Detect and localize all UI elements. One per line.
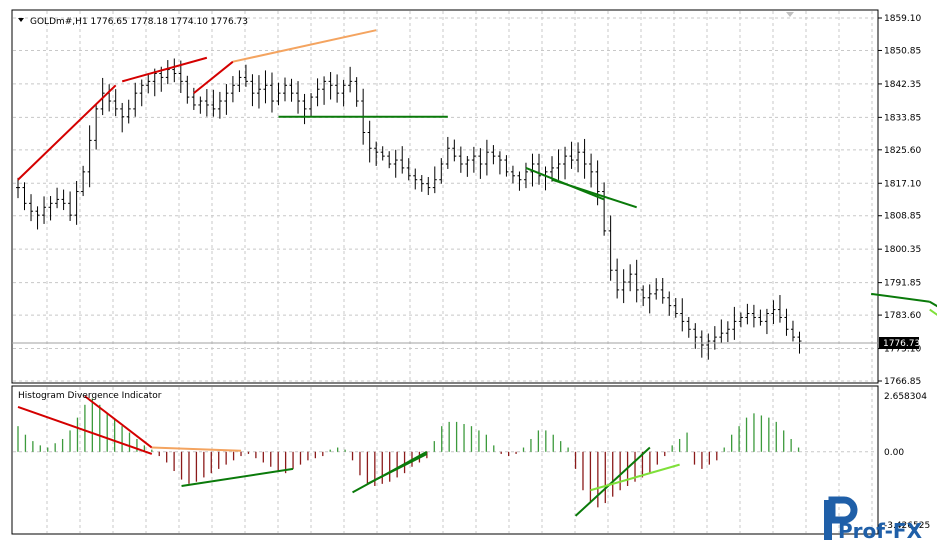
price-bars — [16, 58, 802, 360]
divergence-line — [151, 446, 242, 452]
price-tick-label: 1808.85 — [884, 212, 921, 222]
price-axis: 1859.10 1850.85 1842.35 1833.85 1825.60 1817.… — [878, 14, 921, 387]
divergence-lines — [17, 29, 937, 517]
divergence-line — [121, 56, 208, 83]
dropdown-triangle-icon[interactable] — [18, 18, 24, 22]
indicator-axis: 2.658304 0.00 -3.426525 — [884, 392, 930, 531]
divergence-line — [193, 60, 234, 94]
indicator-frame — [11, 385, 879, 535]
divergence-line — [181, 467, 294, 487]
price-tick-label: 1775.10 — [884, 345, 921, 355]
price-tick-label: 1842.35 — [884, 80, 921, 90]
scroll-marker-icon[interactable] — [786, 12, 794, 17]
divergence-line — [929, 308, 937, 316]
indicator-tick-label: 2.658304 — [884, 392, 927, 402]
divergence-line — [366, 453, 428, 485]
watermark-text: Prof-FX — [838, 519, 923, 543]
prof-fx-logo: Prof-FX — [824, 496, 923, 543]
divergence-line — [84, 395, 153, 449]
price-tick-label: 1833.85 — [884, 113, 921, 123]
price-tick-label: 1783.60 — [884, 311, 921, 321]
main-grid — [13, 11, 877, 382]
price-tick-label: 1766.85 — [884, 377, 921, 387]
indicator-tick-label: 0.00 — [884, 448, 904, 458]
divergence-line — [551, 178, 637, 209]
main-chart-frame — [11, 9, 879, 384]
price-tick-label: 1825.60 — [884, 146, 921, 156]
current-price-tag — [879, 337, 919, 349]
price-tick-label: 1791.85 — [884, 279, 921, 289]
current-price-label: 1776.73 — [883, 339, 920, 349]
divergence-line — [590, 463, 680, 492]
indicator-tick-label: -3.426525 — [884, 521, 930, 531]
divergence-line — [232, 29, 377, 63]
price-tick-label: 1850.85 — [884, 46, 921, 56]
divergence-line — [17, 405, 153, 455]
indicator-grid — [13, 387, 877, 533]
price-tick-label: 1859.10 — [884, 14, 921, 24]
price-tick-label: 1800.35 — [884, 245, 921, 255]
indicator-title: Histogram Divergence Indicator — [18, 391, 162, 401]
symbol-info: GOLDm#,H1 1776.65 1778.18 1774.10 1776.7… — [30, 17, 248, 27]
divergence-line — [870, 292, 930, 303]
divergence-line — [17, 84, 117, 181]
divergence-line — [929, 300, 937, 308]
divergence-line — [574, 446, 651, 517]
price-tick-label: 1817.10 — [884, 179, 921, 189]
